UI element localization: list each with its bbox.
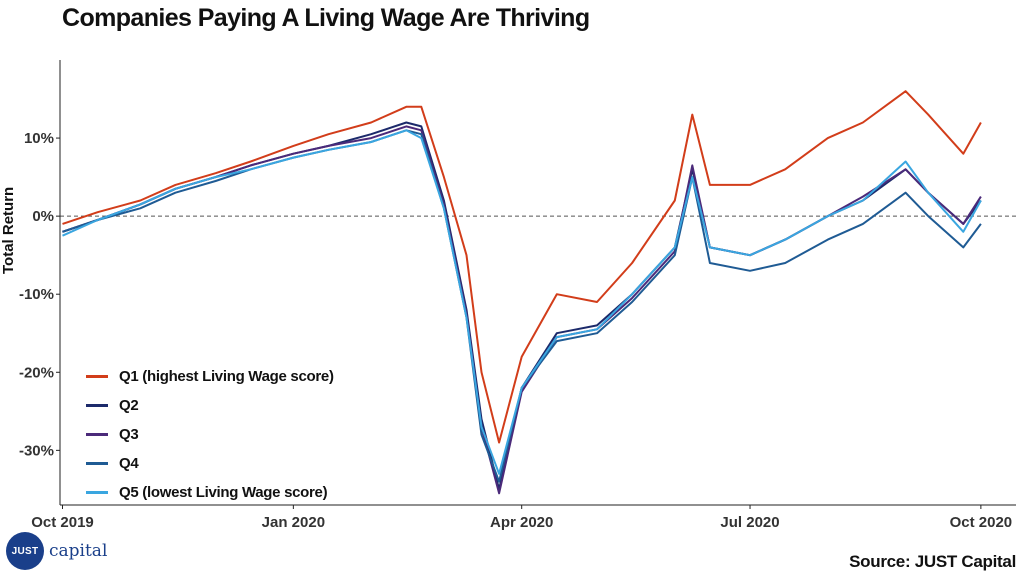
series-line-q5 <box>62 129 982 475</box>
legend-label-q1: Q1 (highest Living Wage score) <box>119 368 334 385</box>
legend-swatch-q2 <box>86 404 108 407</box>
x-tick-label: Jan 2020 <box>262 514 325 531</box>
legend-item-q1: Q1 (highest Living Wage score) <box>86 362 334 391</box>
axes: 10% 0% -10% -20% -30% Oct 2019 Jan 2020 Apr 202… <box>19 60 1016 531</box>
logo-badge: JUST <box>6 532 44 570</box>
y-tick-label: -30% <box>19 442 54 459</box>
series-line-q1 <box>62 90 982 444</box>
chart-title: Companies Paying A Living Wage Are Thriv… <box>62 4 590 32</box>
legend: Q1 (highest Living Wage score) Q2 Q3 Q4 … <box>86 362 334 507</box>
y-tick-label: 10% <box>24 130 54 147</box>
legend-label-q3: Q3 <box>119 426 139 443</box>
y-tick-label: -10% <box>19 286 54 303</box>
legend-swatch-q5 <box>86 491 108 494</box>
legend-item-q5: Q5 (lowest Living Wage score) <box>86 478 334 507</box>
x-tick-label: Jul 2020 <box>720 514 779 531</box>
legend-item-q3: Q3 <box>86 420 334 449</box>
y-axis-label: Total Return <box>0 186 17 274</box>
legend-item-q2: Q2 <box>86 391 334 420</box>
legend-swatch-q1 <box>86 375 108 378</box>
y-tick-label: -20% <box>19 364 54 381</box>
x-tick-label: Apr 2020 <box>490 514 553 531</box>
logo-wordmark: capital <box>49 541 108 561</box>
source-note: Source: JUST Capital <box>849 552 1016 571</box>
legend-label-q4: Q4 <box>119 455 139 472</box>
just-capital-logo: JUST capital <box>6 532 107 570</box>
x-tick-label: Oct 2019 <box>31 514 94 531</box>
legend-item-q4: Q4 <box>86 449 334 478</box>
y-tick-label: 0% <box>32 208 54 225</box>
x-tick-label: Oct 2020 <box>950 514 1013 531</box>
legend-swatch-q3 <box>86 433 108 436</box>
series-lines <box>62 90 982 495</box>
legend-label-q5: Q5 (lowest Living Wage score) <box>119 484 328 501</box>
legend-label-q2: Q2 <box>119 397 139 414</box>
legend-swatch-q4 <box>86 462 108 465</box>
